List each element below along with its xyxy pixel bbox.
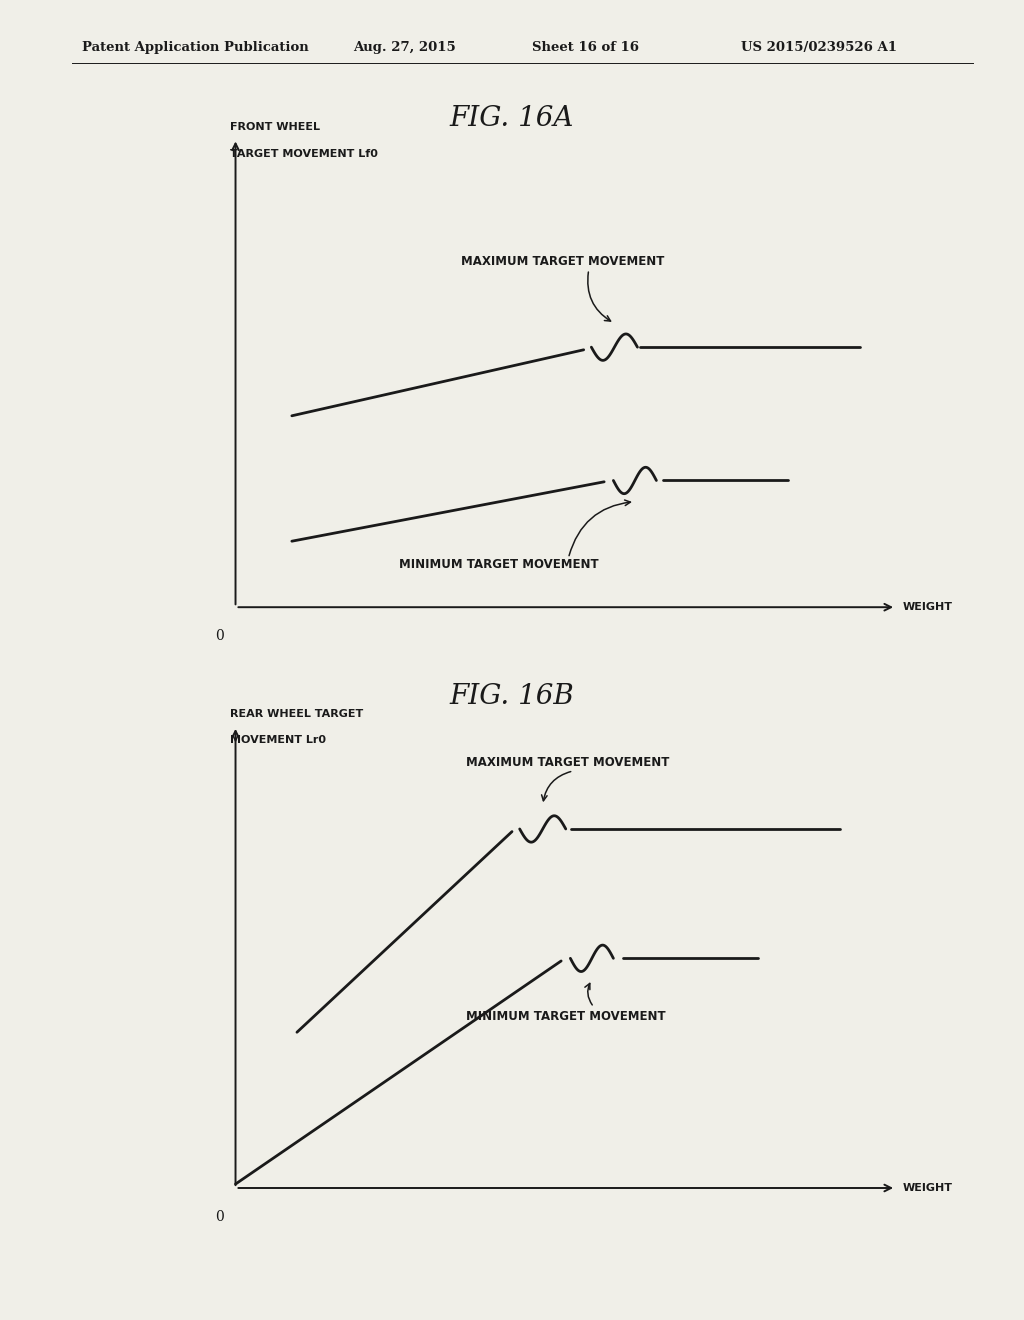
Text: MAXIMUM TARGET MOVEMENT: MAXIMUM TARGET MOVEMENT bbox=[466, 756, 670, 770]
Text: 0: 0 bbox=[215, 630, 223, 643]
Text: FIG. 16A: FIG. 16A bbox=[450, 106, 574, 132]
Text: FRONT WHEEL: FRONT WHEEL bbox=[230, 121, 321, 132]
Text: MAXIMUM TARGET MOVEMENT: MAXIMUM TARGET MOVEMENT bbox=[461, 255, 665, 268]
Text: US 2015/0239526 A1: US 2015/0239526 A1 bbox=[741, 41, 897, 54]
Text: Aug. 27, 2015: Aug. 27, 2015 bbox=[353, 41, 456, 54]
Text: MOVEMENT Lr0: MOVEMENT Lr0 bbox=[230, 735, 327, 746]
Text: Patent Application Publication: Patent Application Publication bbox=[82, 41, 308, 54]
Text: Sheet 16 of 16: Sheet 16 of 16 bbox=[532, 41, 639, 54]
Text: MINIMUM TARGET MOVEMENT: MINIMUM TARGET MOVEMENT bbox=[399, 558, 599, 572]
Text: 0: 0 bbox=[215, 1210, 223, 1224]
Text: REAR WHEEL TARGET: REAR WHEEL TARGET bbox=[230, 709, 364, 719]
Text: FIG. 16B: FIG. 16B bbox=[450, 684, 574, 710]
Text: WEIGHT: WEIGHT bbox=[903, 602, 953, 612]
Text: TARGET MOVEMENT Lf0: TARGET MOVEMENT Lf0 bbox=[230, 149, 378, 160]
Text: MINIMUM TARGET MOVEMENT: MINIMUM TARGET MOVEMENT bbox=[466, 1010, 666, 1023]
Text: WEIGHT: WEIGHT bbox=[903, 1183, 953, 1193]
